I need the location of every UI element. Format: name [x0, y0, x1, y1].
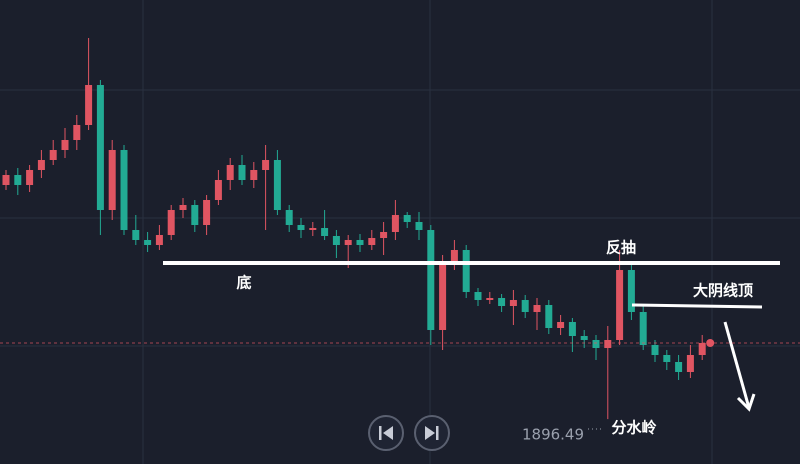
- candle-body: [250, 170, 258, 180]
- candle-body: [545, 305, 553, 328]
- candle-body: [226, 165, 234, 180]
- annotation: 分水岭: [611, 419, 656, 437]
- candle-body: [14, 175, 22, 185]
- candle-body: [26, 170, 34, 185]
- candle-body: [616, 270, 624, 340]
- candle-body: [2, 175, 10, 185]
- candle-body: [273, 160, 281, 210]
- candle-body: [651, 345, 659, 355]
- candle-body: [663, 355, 671, 362]
- candle-body: [214, 180, 222, 200]
- candle-body: [427, 230, 435, 330]
- candle-body: [380, 232, 388, 238]
- candle-body: [415, 222, 423, 230]
- candle-body: [120, 150, 128, 230]
- candle-body: [285, 210, 293, 225]
- candle-body: [49, 150, 57, 160]
- candle-body: [533, 305, 541, 312]
- annotation: 底: [236, 274, 251, 292]
- prev-button[interactable]: [368, 415, 404, 451]
- down-arrow: [723, 321, 756, 412]
- candle-body: [639, 312, 647, 345]
- annotation: 反抽: [606, 239, 636, 257]
- candle-body: [568, 322, 576, 336]
- candle-body: [509, 300, 517, 306]
- candle-body: [61, 140, 69, 150]
- candles: [2, 38, 706, 420]
- candle-body: [675, 362, 683, 372]
- candle-body: [356, 240, 364, 245]
- price-dot: [706, 339, 715, 347]
- candle-body: [167, 210, 175, 235]
- candle-body: [462, 250, 470, 292]
- candle-body: [521, 300, 529, 312]
- candle-body: [73, 125, 81, 140]
- candle-body: [368, 238, 376, 245]
- candle-body: [309, 228, 317, 230]
- top-line: [631, 303, 763, 309]
- candle-body: [450, 250, 458, 262]
- candle-body: [37, 160, 45, 170]
- candle-body: [155, 235, 163, 245]
- candle-body: [557, 322, 565, 328]
- low-price-label: 1896.49: [522, 426, 584, 444]
- candle-body: [439, 262, 447, 330]
- candle-body: [686, 355, 694, 372]
- candle-body: [604, 340, 612, 348]
- candle-body: [344, 240, 352, 245]
- candle-body: [332, 236, 340, 245]
- candle-body: [498, 298, 506, 306]
- candle-body: [191, 205, 199, 225]
- candle-body: [627, 270, 635, 312]
- annotation: 大阴线顶: [693, 282, 753, 300]
- candle-body: [85, 85, 93, 125]
- candle-body: [238, 165, 246, 180]
- candle-body: [96, 85, 104, 210]
- candle-body: [321, 228, 329, 236]
- candle-body: [297, 225, 305, 230]
- candle-body: [262, 160, 270, 170]
- candle-body: [580, 336, 588, 340]
- candle-body: [132, 230, 140, 240]
- candle-body: [486, 298, 494, 300]
- next-button[interactable]: [414, 415, 450, 451]
- candle-body: [403, 215, 411, 222]
- candle-body: [698, 343, 706, 355]
- candle-body: [474, 292, 482, 300]
- candle-body: [108, 150, 116, 210]
- candle-body: [179, 205, 187, 210]
- candle-body: [592, 340, 600, 348]
- candle-body: [144, 240, 152, 245]
- candle-body: [391, 215, 399, 232]
- candle-body: [203, 200, 211, 225]
